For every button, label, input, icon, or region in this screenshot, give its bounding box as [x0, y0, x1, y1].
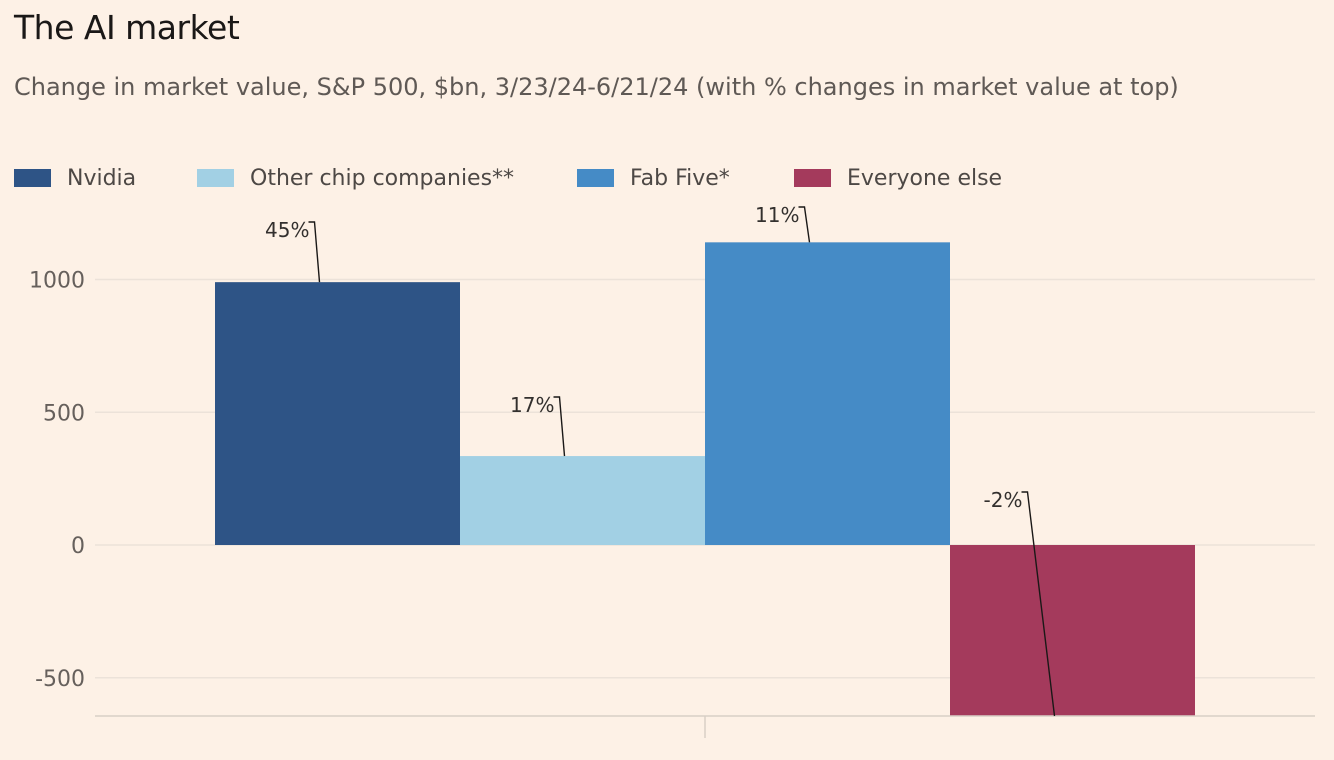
y-tick-label: 1000: [29, 269, 85, 294]
bar-fab-five: [705, 242, 950, 545]
pct-label-fab-five: 11%: [755, 203, 799, 227]
bar-nvidia: [215, 282, 460, 545]
legend-swatch-nvidia: [14, 169, 51, 187]
legend-item-nvidia: Nvidia: [14, 163, 136, 193]
pct-label-other-chip-companies: 17%: [510, 393, 554, 417]
legend-swatch-fab-five: [577, 169, 614, 187]
legend-item-fab-five: Fab Five*: [577, 163, 730, 193]
legend-swatch-everyone-else: [794, 169, 831, 187]
legend: Nvidia Other chip companies** Fab Five* …: [14, 163, 1314, 193]
y-tick-label: -500: [35, 667, 85, 692]
legend-label-nvidia: Nvidia: [67, 165, 137, 191]
legend-item-other-chip-companies: Other chip companies**: [197, 163, 514, 193]
pct-leader-nvidia: [308, 221, 321, 283]
bar-other-chip-companies: [460, 456, 705, 545]
y-tick-label: 0: [71, 534, 85, 559]
legend-label-everyone-else: Everyone else: [847, 165, 1003, 191]
chart-title: The AI market: [14, 8, 240, 47]
legend-label-other-chip-companies: Other chip companies**: [250, 165, 515, 191]
y-tick-label: 500: [43, 401, 85, 426]
legend-item-everyone-else: Everyone else: [794, 163, 1002, 193]
pct-leader-fab-five: [798, 206, 811, 243]
legend-label-fab-five: Fab Five*: [630, 165, 730, 191]
pct-leader-other-chip-companies: [553, 396, 566, 457]
pct-label-everyone-else: -2%: [984, 488, 1023, 512]
pct-leader-everyone-else: [1021, 491, 1056, 717]
legend-swatch-other-chip-companies: [197, 169, 234, 187]
chart-subtitle: Change in market value, S&P 500, $bn, 3/…: [14, 73, 1179, 101]
pct-label-nvidia: 45%: [265, 218, 309, 242]
bar-everyone-else: [950, 545, 1195, 716]
